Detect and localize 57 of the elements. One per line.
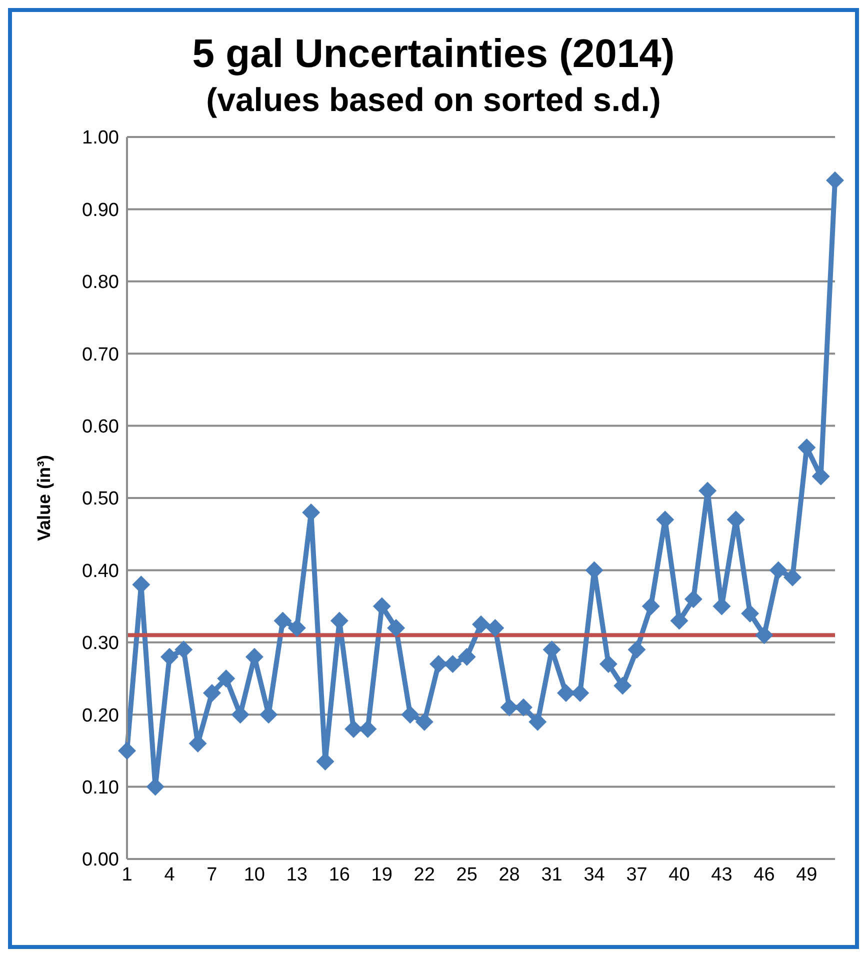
- x-tick-label: 4: [164, 864, 176, 886]
- x-tick-label: 46: [754, 864, 775, 886]
- point: [614, 676, 632, 695]
- point: [217, 670, 236, 688]
- x-tick-label: 10: [244, 864, 266, 886]
- point: [415, 712, 434, 731]
- point: [401, 706, 420, 724]
- x-tick-label: 7: [206, 864, 218, 886]
- point: [274, 612, 292, 630]
- y-tick-label: 0.30: [82, 633, 119, 654]
- y-tick-label: 0.20: [82, 705, 119, 726]
- y-tick-label: 0.10: [82, 778, 119, 799]
- point: [202, 684, 221, 702]
- point: [628, 640, 646, 659]
- x-tick-label: 34: [584, 864, 606, 886]
- chart-title: 5 gal Uncertainties (2014): [191, 32, 676, 77]
- y-tick-label: 0.50: [82, 488, 119, 510]
- y-tick-label: 0.70: [82, 344, 119, 366]
- y-tick-label: 0.40: [82, 560, 119, 582]
- x-tick-label: 37: [626, 864, 648, 886]
- y-tick-label: 0.00: [82, 850, 119, 871]
- y-tick-label: 0.90: [82, 200, 119, 221]
- x-tick-label: 22: [414, 864, 435, 886]
- x-tick-label: 31: [541, 864, 562, 886]
- x-tick-label: 40: [668, 864, 690, 886]
- point: [642, 597, 660, 616]
- point: [486, 618, 504, 637]
- point: [684, 590, 702, 608]
- point: [670, 612, 688, 630]
- point: [118, 742, 136, 760]
- point: [387, 618, 406, 637]
- x-tick-label: 25: [456, 864, 478, 886]
- x-tick-label: 43: [711, 864, 732, 886]
- y-tick-label: 0.60: [82, 416, 119, 438]
- point: [826, 171, 844, 190]
- point: [769, 561, 788, 580]
- y-axis-title: Value (in³): [34, 454, 54, 542]
- point: [288, 618, 306, 637]
- x-tick-label: 49: [796, 864, 818, 886]
- point: [458, 648, 476, 666]
- point: [755, 626, 774, 644]
- point: [174, 640, 193, 659]
- point: [528, 712, 547, 731]
- chart-subtitle: (values based on sorted s.d.): [205, 81, 662, 119]
- point: [160, 648, 178, 666]
- x-tick-label: 28: [498, 864, 520, 886]
- point: [784, 568, 802, 586]
- x-tick-label: 16: [328, 864, 350, 886]
- point: [741, 604, 760, 623]
- y-tick-label: 0.80: [82, 272, 119, 294]
- point: [472, 615, 490, 634]
- x-tick-label: 13: [286, 864, 308, 886]
- y-tick-label: 1.00: [82, 128, 119, 149]
- x-tick-label: 19: [371, 864, 392, 886]
- point: [599, 655, 618, 674]
- point: [231, 706, 250, 724]
- x-tick-label: 1: [122, 864, 132, 886]
